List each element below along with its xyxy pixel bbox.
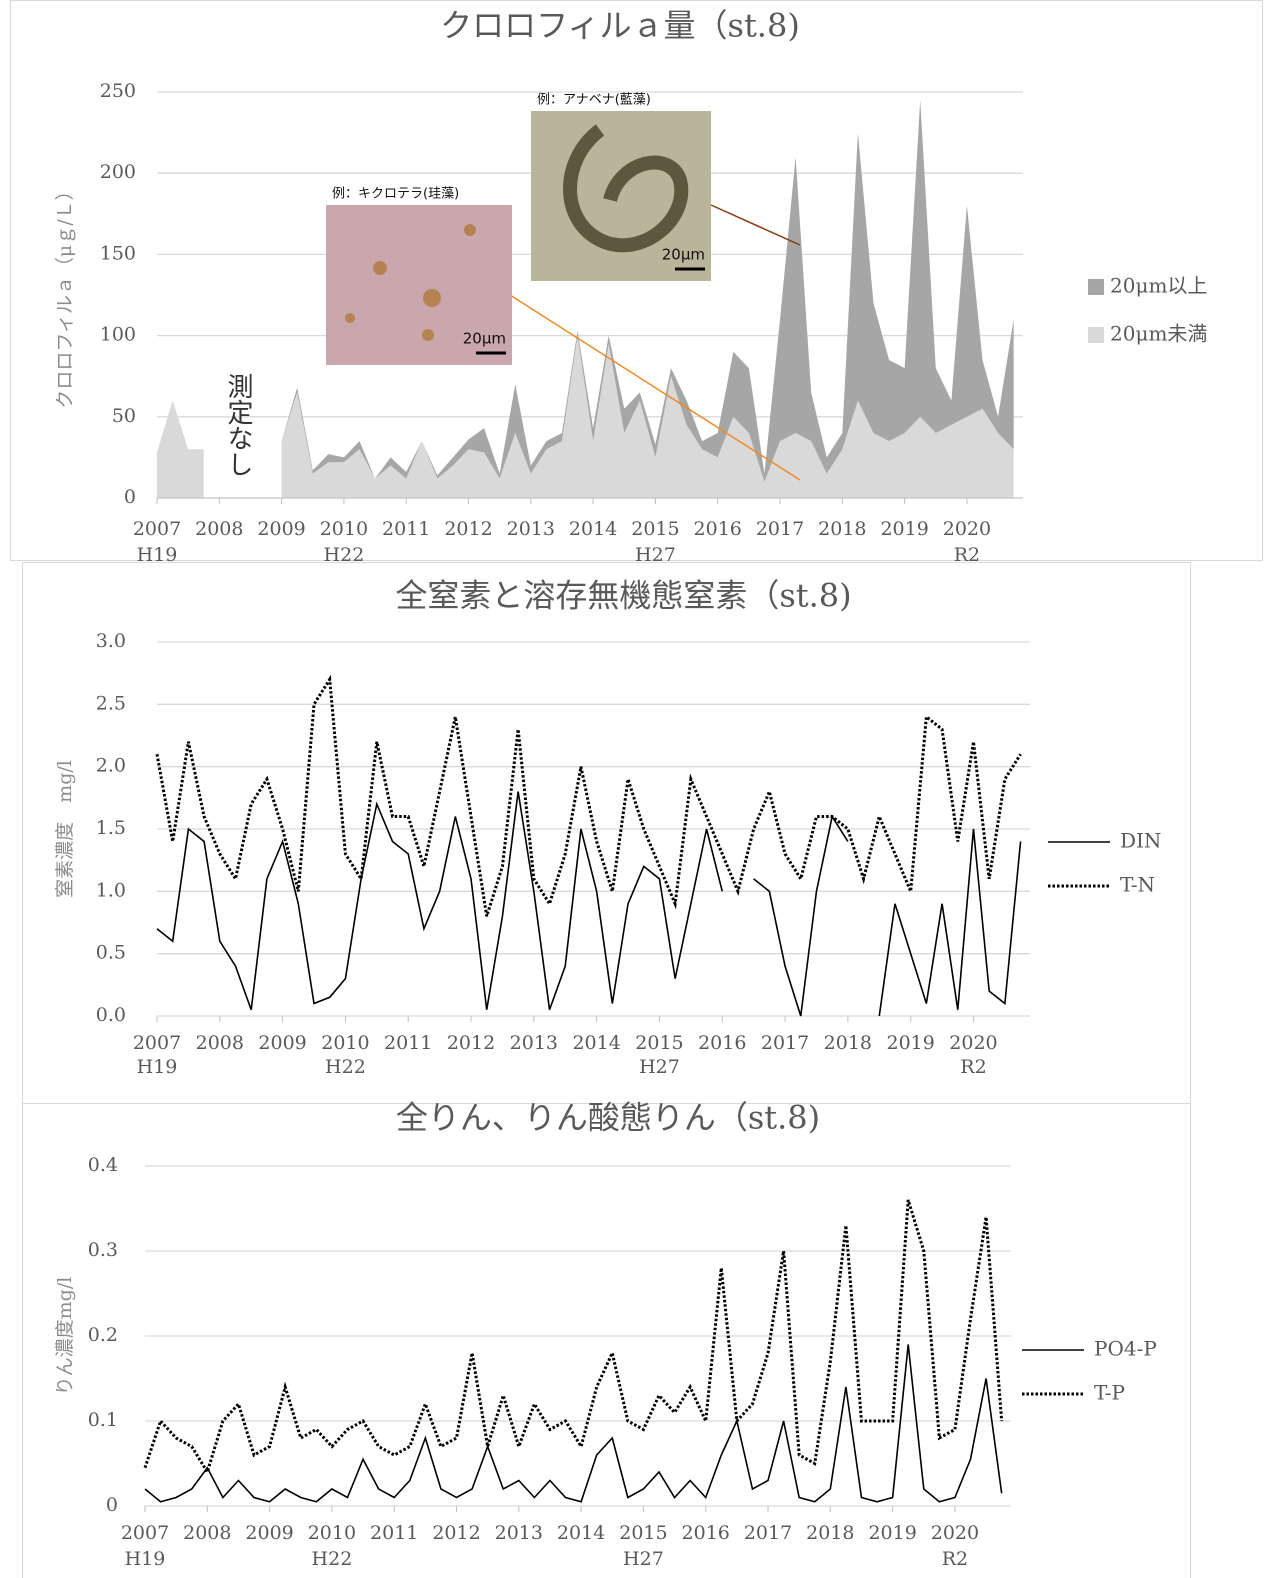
y-tick-label: 100 [100, 324, 136, 346]
era-label: H22 [325, 1056, 366, 1078]
x-tick-label: 2013 [510, 1032, 558, 1054]
cell [373, 261, 387, 275]
y-tick-label: 3.0 [96, 630, 126, 652]
x-tick-label: 2019 [886, 1032, 934, 1054]
x-tick-label: 2020 [949, 1032, 997, 1054]
y-tick-label: 2.5 [96, 692, 126, 714]
x-tick-label: 2018 [818, 518, 866, 540]
y-tick-label: 50 [112, 405, 136, 427]
x-tick-label: 2017 [756, 518, 804, 540]
x-tick-label: 2007 [133, 518, 181, 540]
y-tick-label: 150 [100, 242, 136, 264]
x-tick-label: 2020 [931, 1522, 979, 1544]
x-tick-label: 2011 [384, 1032, 432, 1054]
y-tick-label: 0.4 [88, 1154, 118, 1176]
chart-frame [23, 1104, 1191, 1578]
x-tick-label: 2014 [569, 518, 617, 540]
x-tick-label: 2012 [444, 518, 492, 540]
x-tick-label: 2014 [557, 1522, 605, 1544]
x-tick-label: 2008 [195, 518, 243, 540]
legend-swatch [1088, 279, 1104, 295]
x-tick-label: 2018 [806, 1522, 854, 1544]
y-tick-label: 200 [100, 161, 136, 183]
y-tick-label: 2.0 [96, 755, 126, 777]
cell [345, 313, 355, 323]
x-tick-label: 2018 [824, 1032, 872, 1054]
y-axis-label: 窒素濃度 mg/l [54, 760, 76, 898]
x-tick-label: 2015 [635, 1032, 683, 1054]
y-tick-label: 0.5 [96, 942, 126, 964]
era-label: H27 [639, 1056, 680, 1078]
page: {"chart_data": [ {"type": "area", "stack… [0, 0, 1271, 1578]
x-tick-label: 2007 [133, 1032, 181, 1054]
x-tick-label: 2012 [447, 1032, 495, 1054]
x-tick-label: 2016 [682, 1522, 730, 1544]
x-tick-label: 2009 [245, 1522, 293, 1544]
x-tick-label: 2015 [631, 518, 679, 540]
y-tick-label: 0.0 [96, 1004, 126, 1026]
x-tick-label: 2019 [880, 518, 928, 540]
legend-label: T-P [1094, 1381, 1125, 1405]
x-tick-label: 2010 [320, 518, 368, 540]
y-axis-label: クロロフィルａ（μｇ/Ｌ） [54, 181, 76, 408]
y-tick-label: 0 [106, 1494, 118, 1516]
x-tick-label: 2011 [382, 518, 430, 540]
x-tick-label: 2012 [432, 1522, 480, 1544]
x-tick-label: 2020 [943, 518, 991, 540]
y-tick-label: 0.1 [88, 1409, 118, 1431]
era-label: H19 [125, 1548, 166, 1570]
y-tick-label: 0.3 [88, 1239, 118, 1261]
x-tick-label: 2017 [761, 1032, 809, 1054]
x-tick-label: 2016 [698, 1032, 746, 1054]
charts: クロロフィルａ量（st.8) クロロフィルａ（μｇ/Ｌ） 0 50 100 150 200 2… [0, 0, 1271, 1578]
x-tick-label: 2009 [258, 1032, 306, 1054]
legend-label: T-N [1120, 873, 1155, 897]
x-tick-label: 2013 [495, 1522, 543, 1544]
x-tick-label: 2008 [196, 1032, 244, 1054]
era-label: H27 [623, 1548, 664, 1570]
x-tick-label: 2014 [572, 1032, 620, 1054]
x-tick-label: 2013 [507, 518, 555, 540]
y-tick-label: 0 [124, 486, 136, 508]
scale-label: 20μm [463, 330, 506, 348]
era-label: H22 [312, 1548, 353, 1570]
legend-label: PO4-P [1094, 1337, 1157, 1361]
legend-swatch [1088, 327, 1104, 343]
cell [423, 289, 441, 307]
cell [464, 224, 476, 236]
legend-label: DIN [1120, 829, 1161, 853]
y-axis-label: りん濃度mg/l [54, 1277, 76, 1396]
x-tick-label: 2017 [744, 1522, 792, 1544]
x-tick-label: 2011 [370, 1522, 418, 1544]
x-tick-label: 2010 [321, 1032, 369, 1054]
chart-title: クロロフィルａ量（st.8) [440, 7, 800, 45]
y-tick-label: 0.2 [88, 1324, 118, 1346]
x-tick-label: 2010 [308, 1522, 356, 1544]
inset-label: 例：キクロテラ(珪藻) [332, 187, 459, 202]
annotation: 測定なし [223, 373, 253, 477]
era-label: R2 [942, 1548, 968, 1570]
x-tick-label: 2007 [121, 1522, 169, 1544]
x-tick-label: 2008 [183, 1522, 231, 1544]
chart-title: 全窒素と溶存無機態窒素（st.8) [395, 577, 851, 615]
y-tick-label: 250 [100, 80, 136, 102]
x-tick-label: 2016 [694, 518, 742, 540]
x-tick-label: 2019 [868, 1522, 916, 1544]
x-tick-label: 2009 [257, 518, 305, 540]
legend-label: 20μm未満 [1110, 322, 1207, 346]
cell [422, 329, 434, 341]
legend-label: 20μm以上 [1110, 274, 1207, 298]
y-tick-label: 1.0 [96, 879, 126, 901]
inset-label: 例：アナベナ(藍藻) [537, 93, 651, 108]
y-tick-label: 1.5 [96, 817, 126, 839]
chart-frame [23, 563, 1191, 1104]
era-label: H19 [137, 1056, 178, 1078]
chart-title: 全りん、りん酸態りん（st.8) [396, 1099, 820, 1137]
scale-label: 20μm [662, 246, 705, 264]
x-tick-label: 2015 [619, 1522, 667, 1544]
era-label: R2 [960, 1056, 986, 1078]
